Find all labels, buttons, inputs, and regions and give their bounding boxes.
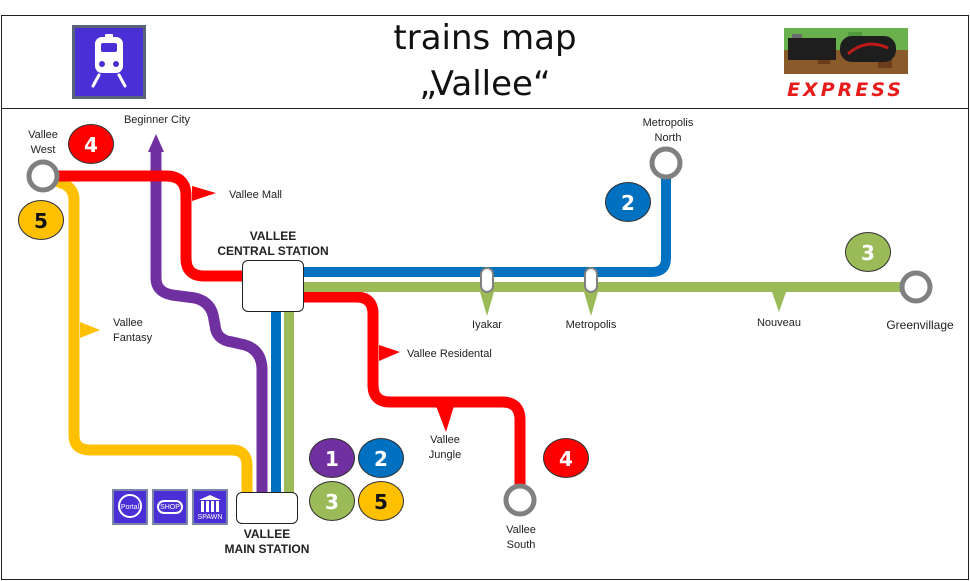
brand-logo: EXPRESS — [778, 24, 913, 101]
vallee-west-station[interactable] — [26, 159, 60, 193]
badge-red-south: 4 — [543, 438, 589, 478]
label-beginner-city: Beginner City — [123, 114, 191, 126]
badge-green-east: 3 — [845, 232, 891, 272]
label-vallee-west: Vallee West — [28, 129, 58, 156]
badge-blue-north: 2 — [605, 182, 651, 222]
label-metropolis: Metropolis — [565, 319, 617, 331]
badge-main-blue: 2 — [358, 438, 404, 478]
badge-yellow-west: 5 — [18, 200, 64, 240]
iyakar-interchange — [480, 267, 494, 293]
central-station-box[interactable] — [242, 260, 304, 312]
shop-service-icon[interactable]: SHOP — [152, 489, 188, 525]
brand-word: EXPRESS — [787, 79, 904, 101]
label-vallee-fantasy: Vallee Fantasy — [113, 317, 153, 344]
label-main-station: VALLEE MAIN STATION — [224, 527, 310, 556]
vallee-fantasy-marker — [80, 322, 100, 338]
label-metropolis-north: Metropolis North — [642, 117, 694, 144]
portal-label: Portal — [118, 494, 142, 518]
nouveau-marker — [772, 292, 786, 312]
shop-label: SHOP — [157, 500, 183, 514]
metropolis-marker — [584, 292, 598, 316]
purple-line-arrow — [148, 134, 164, 152]
train-logo — [72, 25, 146, 99]
main-station-box[interactable] — [236, 492, 298, 524]
label-central-station: VALLEE CENTRAL STATION — [217, 229, 329, 258]
label-vallee-mall: Vallee Mall — [229, 189, 282, 201]
vallee-mall-marker — [192, 186, 216, 201]
label-greenvillage: Greenvillage — [886, 318, 954, 332]
purple-line — [150, 150, 268, 500]
red-line-west — [50, 170, 250, 282]
columns-icon — [199, 495, 221, 512]
label-vallee-jungle: Vallee Jungle — [428, 434, 462, 461]
vallee-south-station[interactable] — [503, 483, 537, 517]
map-frame — [1, 15, 969, 580]
yellow-line — [47, 172, 253, 500]
train-icon — [91, 34, 127, 88]
label-vallee-residental: Vallee Residental — [407, 348, 492, 360]
blue-line-east — [300, 170, 671, 277]
badge-main-green: 3 — [309, 481, 355, 521]
badge-red-west: 4 — [68, 124, 114, 164]
badge-main-yellow: 5 — [358, 481, 404, 521]
label-iyakar: Iyakar — [472, 319, 502, 331]
greenvillage-station[interactable] — [899, 270, 933, 304]
pixel-logo-graphic — [784, 28, 908, 74]
red-line-south — [300, 291, 526, 490]
map-subtitle: „Vallee“ — [419, 64, 551, 104]
metropolis-interchange — [584, 267, 598, 293]
spawn-service-icon[interactable]: SPAWN — [192, 489, 228, 525]
badge-main-purple: 1 — [309, 438, 355, 478]
spawn-label: SPAWN — [197, 514, 223, 521]
iyakar-marker — [480, 292, 494, 316]
vallee-jungle-marker — [436, 406, 454, 432]
metropolis-north-station[interactable] — [649, 146, 683, 180]
label-vallee-south: Vallee South — [506, 524, 536, 551]
vallee-residental-marker — [379, 345, 400, 361]
label-nouveau: Nouveau — [756, 317, 802, 329]
portal-service-icon[interactable]: Portal — [112, 489, 148, 525]
map-title: trains map — [393, 18, 577, 58]
